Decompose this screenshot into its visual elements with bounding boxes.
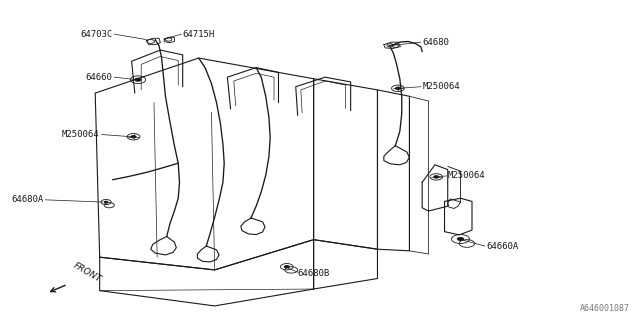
Circle shape: [284, 266, 289, 268]
Circle shape: [458, 237, 464, 241]
Text: 64715H: 64715H: [182, 30, 215, 39]
Text: 64680A: 64680A: [12, 195, 44, 204]
Text: 64660A: 64660A: [486, 242, 518, 251]
Circle shape: [396, 87, 401, 90]
Circle shape: [434, 176, 439, 178]
Text: FRONT: FRONT: [72, 260, 103, 284]
Text: M250064: M250064: [422, 82, 460, 91]
Text: M250064: M250064: [448, 172, 485, 180]
Circle shape: [135, 78, 141, 81]
Text: 64660: 64660: [86, 73, 113, 82]
Circle shape: [131, 135, 136, 138]
Text: M250064: M250064: [62, 130, 100, 139]
Text: 64680B: 64680B: [298, 268, 330, 278]
Text: 64680: 64680: [422, 38, 449, 47]
Text: 64703C: 64703C: [80, 30, 113, 39]
Circle shape: [104, 201, 108, 203]
Text: A646001087: A646001087: [580, 304, 630, 313]
